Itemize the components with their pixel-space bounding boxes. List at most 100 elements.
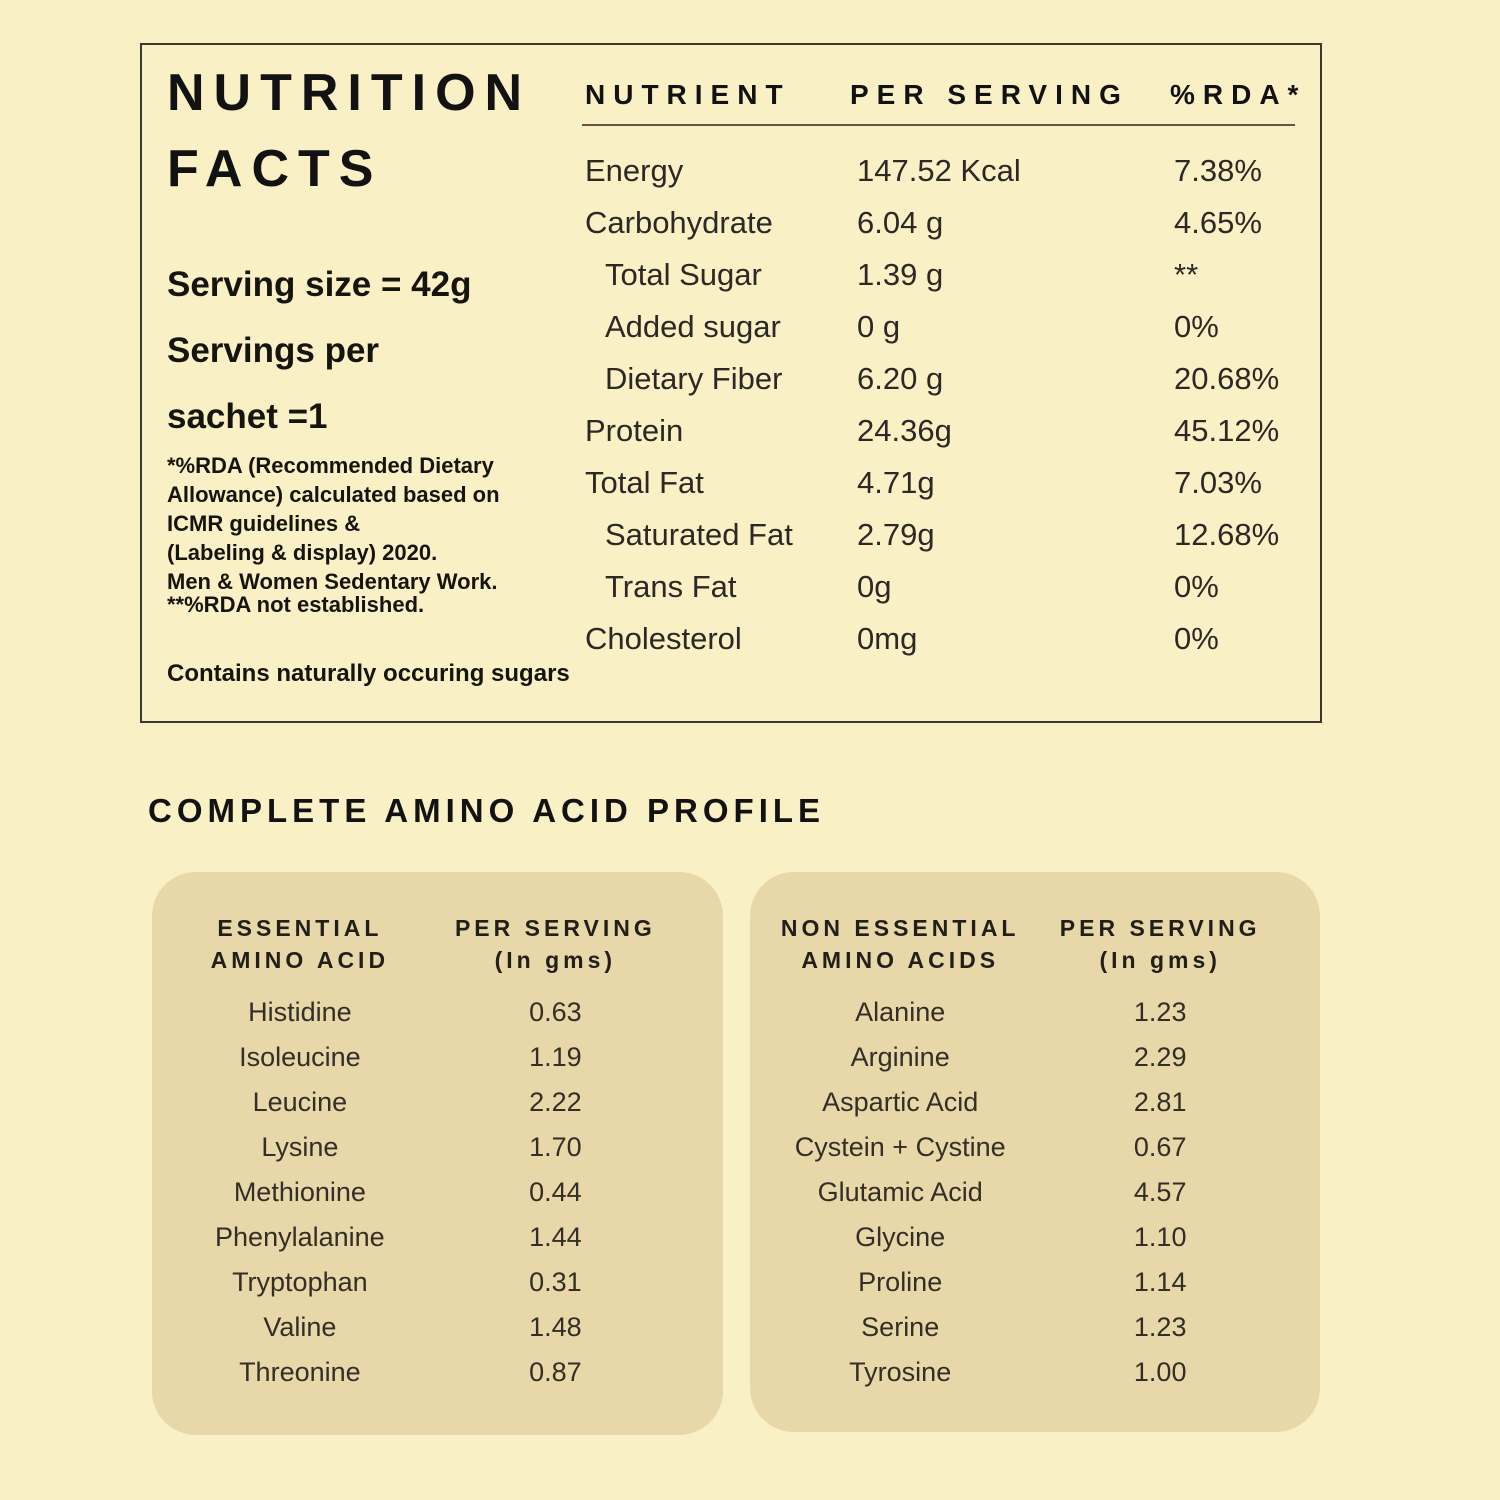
amino-acid-name: Leucine <box>252 1087 348 1117</box>
nutrient-row: Cholesterol 0mg 0% <box>585 613 1321 665</box>
amino-acid-name: Glycine <box>855 1222 946 1252</box>
amino-acid-name: Cystein + Cystine <box>794 1132 1006 1162</box>
nutrient-name: Protein <box>585 413 684 448</box>
nutrient-name: Dietary Fiber <box>605 361 783 396</box>
amino-acid-value: 0.31 <box>529 1267 582 1297</box>
amino-acid-row: Cystein + Cystine 0.67 <box>765 1125 1285 1170</box>
essential-amino-acid-rows: Histidine 0.63 Isoleucine 1.19 Leucine 2… <box>167 990 678 1395</box>
nutrient-row: Protein 24.36g 45.12% <box>585 405 1321 457</box>
nutrient-row: Added sugar 0 g 0% <box>585 301 1321 353</box>
amino-acid-name: Tryptophan <box>232 1267 368 1297</box>
amino-acid-name: Histidine <box>248 997 352 1027</box>
amino-profile-heading: COMPLETE AMINO ACID PROFILE <box>148 792 826 829</box>
amino-acid-value: 0.63 <box>529 997 582 1027</box>
nutrient-per-serving-value: 0 g <box>857 309 901 344</box>
amino-acid-row: Glycine 1.10 <box>765 1215 1285 1260</box>
amino-acid-name: Proline <box>858 1267 943 1297</box>
nutrient-rda-value: 0% <box>1174 569 1219 604</box>
nutrient-per-serving-value: 0mg <box>857 621 918 656</box>
amino-acid-value: 1.23 <box>1133 1312 1187 1342</box>
nutrient-name: Saturated Fat <box>605 517 793 552</box>
header-rule <box>582 124 1295 126</box>
amino-acid-name: Methionine <box>233 1177 366 1207</box>
essential-per-serving-column-header: PER SERVING (In gms) <box>454 915 656 973</box>
amino-acid-row: Serine 1.23 <box>765 1305 1285 1350</box>
amino-acid-name: Serine <box>861 1312 940 1342</box>
amino-acid-row: Aspartic Acid 2.81 <box>765 1080 1285 1125</box>
non-essential-amino-acid-panel: NON ESSENTIAL AMINO ACIDS PER SERVING (I… <box>750 872 1320 1432</box>
amino-acid-value: 1.23 <box>1133 997 1187 1027</box>
nutrient-row: Dietary Fiber 6.20 g 20.68% <box>585 353 1321 405</box>
nutrient-name: Cholesterol <box>585 621 742 656</box>
nutrient-rda-value: 7.03% <box>1174 465 1262 500</box>
contains-sugars-note: Contains naturally occuring sugars <box>167 660 570 687</box>
per-serving-column-header: PER SERVING <box>850 79 1129 110</box>
nutrient-rda-value: 20.68% <box>1174 361 1280 396</box>
amino-acid-value: 1.00 <box>1133 1357 1187 1387</box>
rda-column-header: %RDA* <box>1170 79 1307 110</box>
nutrient-table-rows: Energy 147.52 Kcal 7.38% Carbohydrate 6.… <box>585 145 1321 665</box>
nutrient-rda-value: 0% <box>1174 621 1219 656</box>
nutrient-row: Saturated Fat 2.79g 12.68% <box>585 509 1321 561</box>
amino-acid-name: Arginine <box>850 1042 950 1072</box>
nutrient-per-serving-value: 2.79g <box>857 517 935 552</box>
nutrient-per-serving-value: 0g <box>857 569 892 604</box>
nutrient-row: Energy 147.52 Kcal 7.38% <box>585 145 1321 197</box>
nutrient-per-serving-value: 1.39 g <box>857 257 944 292</box>
non-essential-per-serving-column-header: PER SERVING (In gms) <box>1059 915 1261 973</box>
amino-acid-value: 2.29 <box>1133 1042 1187 1072</box>
non-essential-panel-header: NON ESSENTIAL AMINO ACIDS PER SERVING (I… <box>765 912 1285 976</box>
nutrient-rda-value: 12.68% <box>1174 517 1280 552</box>
non-essential-amino-acid-column-header: NON ESSENTIAL AMINO ACIDS <box>780 915 1020 973</box>
nutrient-rda-value: 0% <box>1174 309 1219 344</box>
amino-acid-name: Aspartic Acid <box>822 1087 979 1117</box>
amino-acid-name: Valine <box>263 1312 337 1342</box>
non-essential-amino-acid-rows: Alanine 1.23 Arginine 2.29 Aspartic Acid… <box>765 990 1285 1395</box>
amino-acid-row: Lysine 1.70 <box>167 1125 678 1170</box>
nutrient-per-serving-value: 147.52 Kcal <box>857 153 1021 188</box>
amino-acid-row: Histidine 0.63 <box>167 990 678 1035</box>
amino-acid-value: 0.87 <box>529 1357 582 1387</box>
nutrient-rda-value: 45.12% <box>1174 413 1280 448</box>
amino-acid-value: 1.10 <box>1133 1222 1187 1252</box>
amino-acid-row: Alanine 1.23 <box>765 990 1285 1035</box>
nutrient-row: Total Fat 4.71g 7.03% <box>585 457 1321 509</box>
amino-acid-value: 0.67 <box>1133 1132 1187 1162</box>
amino-acid-row: Phenylalanine 1.44 <box>167 1215 678 1260</box>
nutrient-row: Carbohydrate 6.04 g 4.65% <box>585 197 1321 249</box>
amino-acid-row: Threonine 0.87 <box>167 1350 678 1395</box>
rda-footnote: *%RDA (Recommended Dietary Allowance) ca… <box>167 453 500 594</box>
amino-acid-value: 1.70 <box>529 1132 582 1162</box>
amino-acid-name: Lysine <box>261 1132 339 1162</box>
amino-acid-value: 4.57 <box>1133 1177 1187 1207</box>
amino-acid-name: Glutamic Acid <box>817 1177 983 1207</box>
nutrient-name: Total Sugar <box>605 257 762 292</box>
amino-acid-value: 1.44 <box>529 1222 582 1252</box>
nutrient-column-header: NUTRIENT <box>585 79 791 110</box>
amino-acid-row: Tyrosine 1.00 <box>765 1350 1285 1395</box>
essential-panel-header: ESSENTIAL AMINO ACID PER SERVING (In gms… <box>167 912 678 976</box>
nutrient-name: Carbohydrate <box>585 205 773 240</box>
serving-info: Serving size = 42g Servings per sachet =… <box>167 265 472 436</box>
amino-acid-row: Isoleucine 1.19 <box>167 1035 678 1080</box>
nutrient-name: Trans Fat <box>605 569 737 604</box>
nutrient-rda-value: ** <box>1174 257 1199 292</box>
nutrient-rda-value: 7.38% <box>1174 153 1262 188</box>
nutrient-rda-value: 4.65% <box>1174 205 1262 240</box>
nutrient-per-serving-value: 6.20 g <box>857 361 944 396</box>
amino-acid-name: Isoleucine <box>239 1042 361 1072</box>
amino-acid-value: 0.44 <box>529 1177 582 1207</box>
amino-acid-name: Threonine <box>239 1357 361 1387</box>
amino-acid-row: Proline 1.14 <box>765 1260 1285 1305</box>
amino-acid-row: Leucine 2.22 <box>167 1080 678 1125</box>
nutrient-per-serving-value: 6.04 g <box>857 205 944 240</box>
essential-amino-acid-column-header: ESSENTIAL AMINO ACID <box>210 915 390 973</box>
nutrient-per-serving-value: 4.71g <box>857 465 935 500</box>
amino-acid-value: 1.19 <box>529 1042 582 1072</box>
nutrition-facts-box: NUTRITION FACTS Serving size = 42g Servi… <box>140 43 1322 723</box>
rda-not-established-note: **%RDA not established. <box>167 592 425 617</box>
nutrient-name: Total Fat <box>585 465 704 500</box>
amino-acid-value: 1.48 <box>529 1312 582 1342</box>
nutrient-per-serving-value: 24.36g <box>857 413 952 448</box>
nutrient-name: Energy <box>585 153 684 188</box>
